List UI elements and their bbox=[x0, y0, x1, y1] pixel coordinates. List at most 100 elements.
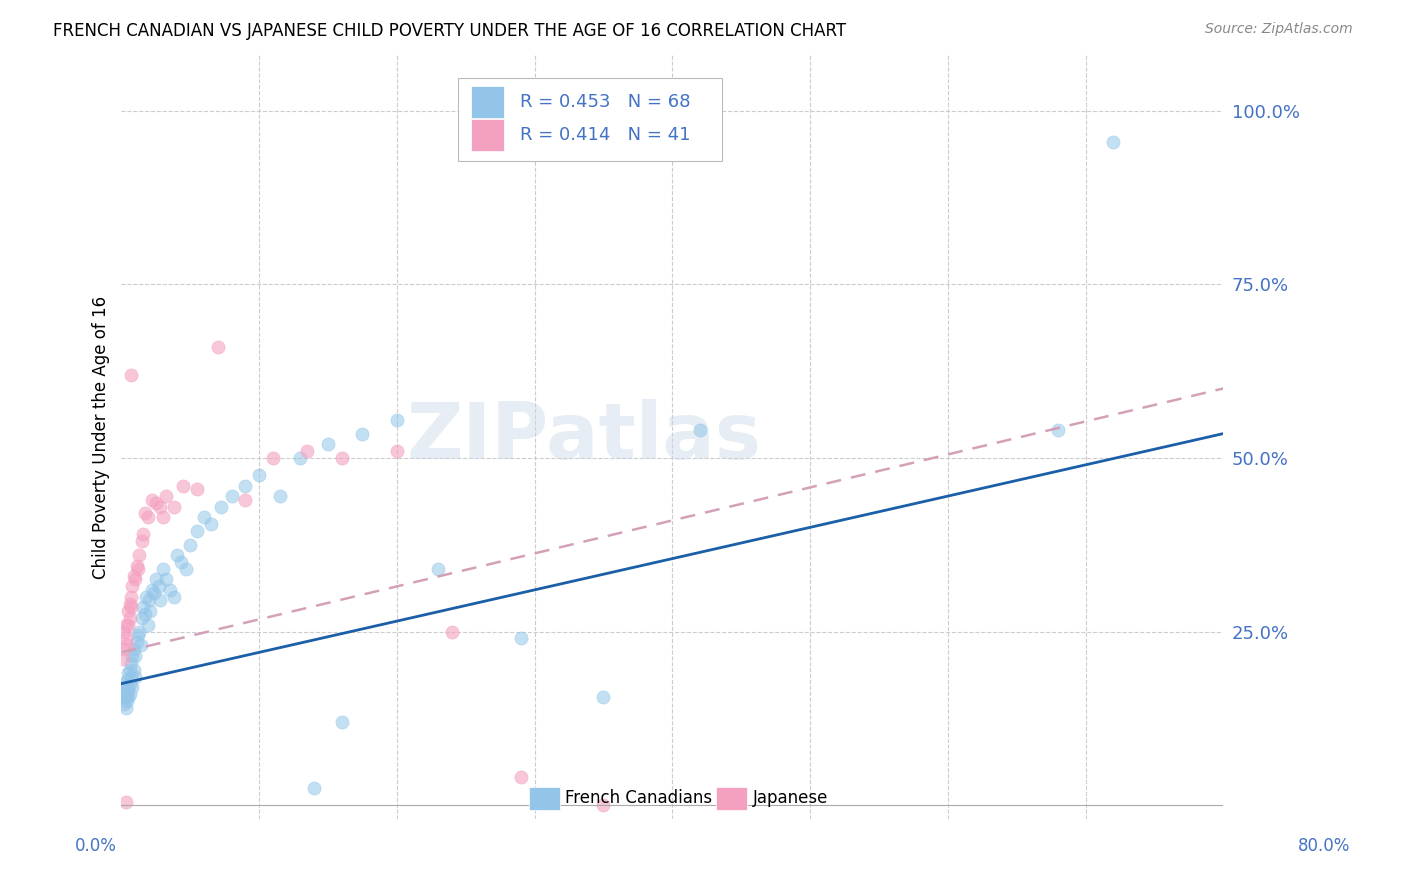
Point bbox=[145, 496, 167, 510]
Point bbox=[297, 444, 319, 458]
Point bbox=[121, 579, 143, 593]
Point bbox=[149, 500, 172, 514]
Point bbox=[112, 698, 135, 712]
Text: Source: ZipAtlas.com: Source: ZipAtlas.com bbox=[1205, 22, 1353, 37]
Point bbox=[114, 617, 136, 632]
Point bbox=[115, 639, 138, 653]
Point bbox=[118, 687, 141, 701]
Point bbox=[129, 639, 152, 653]
Point bbox=[193, 510, 215, 524]
Point bbox=[115, 687, 138, 701]
Point bbox=[120, 590, 142, 604]
FancyBboxPatch shape bbox=[471, 120, 503, 152]
Point bbox=[131, 534, 153, 549]
Y-axis label: Child Poverty Under the Age of 16: Child Poverty Under the Age of 16 bbox=[93, 295, 110, 579]
FancyBboxPatch shape bbox=[471, 86, 503, 118]
Point bbox=[131, 610, 153, 624]
Point bbox=[179, 538, 201, 552]
Point bbox=[247, 468, 270, 483]
Point bbox=[122, 569, 145, 583]
Point bbox=[169, 555, 191, 569]
Point bbox=[235, 478, 257, 492]
Text: R = 0.453   N = 68: R = 0.453 N = 68 bbox=[520, 93, 690, 111]
Point bbox=[132, 600, 155, 615]
Point bbox=[128, 624, 150, 639]
Point bbox=[186, 482, 208, 496]
Point bbox=[117, 604, 139, 618]
Point bbox=[132, 527, 155, 541]
Point bbox=[141, 582, 163, 597]
Point bbox=[235, 492, 257, 507]
Point bbox=[141, 492, 163, 507]
Point bbox=[152, 562, 174, 576]
Point bbox=[148, 579, 170, 593]
Point bbox=[262, 450, 284, 465]
Point bbox=[269, 489, 291, 503]
Point bbox=[145, 573, 167, 587]
Point bbox=[111, 690, 134, 705]
Point bbox=[115, 694, 138, 708]
Point bbox=[330, 714, 353, 729]
Point bbox=[118, 597, 141, 611]
Point bbox=[152, 510, 174, 524]
Point bbox=[122, 641, 145, 656]
Text: R = 0.414   N = 41: R = 0.414 N = 41 bbox=[520, 127, 690, 145]
Point bbox=[127, 562, 149, 576]
Point bbox=[112, 683, 135, 698]
FancyBboxPatch shape bbox=[529, 787, 560, 810]
Point bbox=[592, 690, 614, 705]
FancyBboxPatch shape bbox=[717, 787, 747, 810]
Point bbox=[440, 624, 463, 639]
Point bbox=[117, 680, 139, 694]
Point bbox=[125, 635, 148, 649]
Point bbox=[124, 670, 146, 684]
Point bbox=[120, 670, 142, 684]
Point bbox=[135, 590, 157, 604]
Point bbox=[209, 500, 232, 514]
Point bbox=[143, 586, 166, 600]
Point bbox=[124, 648, 146, 663]
Point bbox=[172, 478, 194, 492]
Point bbox=[207, 340, 229, 354]
Point bbox=[509, 770, 531, 784]
Point bbox=[118, 676, 141, 690]
Point bbox=[155, 573, 177, 587]
Point bbox=[149, 593, 172, 607]
Point bbox=[134, 607, 156, 622]
Point bbox=[1046, 423, 1069, 437]
Point bbox=[112, 641, 135, 656]
Text: FRENCH CANADIAN VS JAPANESE CHILD POVERTY UNDER THE AGE OF 16 CORRELATION CHART: FRENCH CANADIAN VS JAPANESE CHILD POVERT… bbox=[53, 22, 846, 40]
Point bbox=[221, 489, 243, 503]
Point bbox=[125, 558, 148, 573]
Point bbox=[134, 507, 156, 521]
Text: 0.0%: 0.0% bbox=[75, 837, 117, 855]
Point bbox=[304, 780, 326, 795]
Point bbox=[200, 516, 222, 531]
Point bbox=[121, 648, 143, 663]
Point bbox=[174, 562, 197, 576]
Point bbox=[114, 680, 136, 694]
Point bbox=[111, 652, 134, 666]
Point bbox=[122, 663, 145, 677]
Point bbox=[117, 666, 139, 681]
Point bbox=[120, 368, 142, 382]
Point bbox=[114, 632, 136, 646]
Point bbox=[290, 450, 312, 465]
Point bbox=[1102, 135, 1125, 149]
Point bbox=[114, 701, 136, 715]
Point bbox=[114, 795, 136, 809]
Point bbox=[689, 423, 711, 437]
Text: French Canadians: French Canadians bbox=[565, 789, 713, 807]
Point bbox=[115, 673, 138, 687]
Point bbox=[121, 680, 143, 694]
Point bbox=[112, 624, 135, 639]
Point bbox=[136, 617, 159, 632]
Point bbox=[127, 628, 149, 642]
Point bbox=[128, 548, 150, 562]
Point bbox=[117, 617, 139, 632]
Point bbox=[118, 663, 141, 677]
Point bbox=[163, 500, 186, 514]
Point bbox=[330, 450, 353, 465]
Point bbox=[166, 548, 188, 562]
Point bbox=[120, 600, 142, 615]
